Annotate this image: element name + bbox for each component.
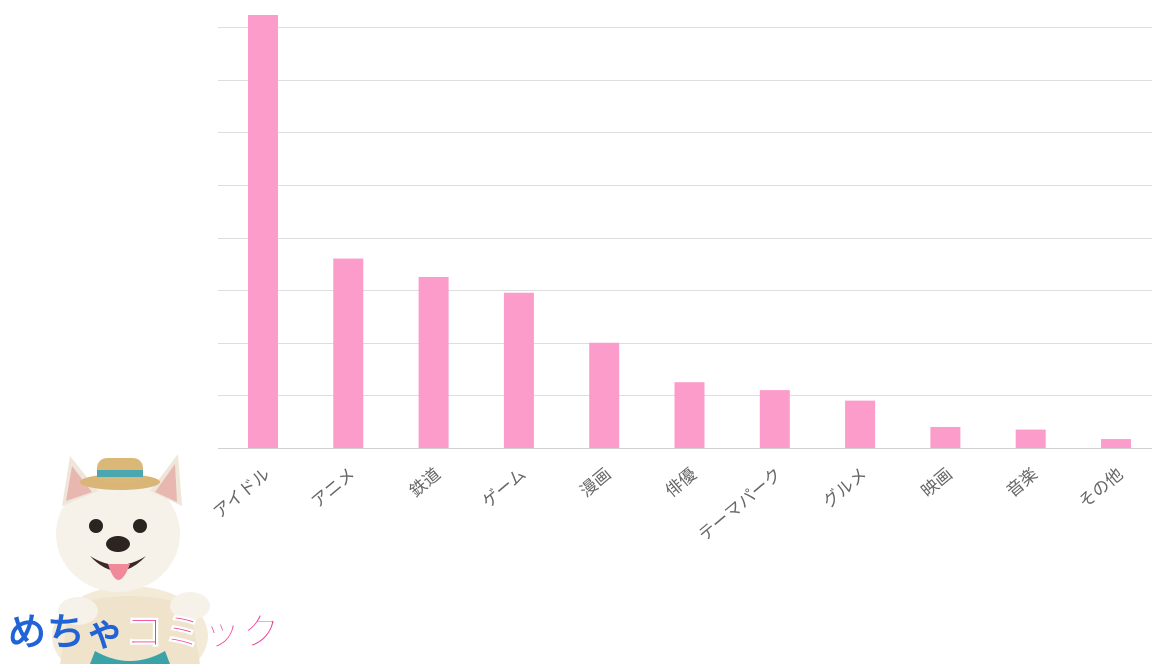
x-tick-label: テーマパーク xyxy=(695,465,786,546)
brand-logo: めちゃコミック xyxy=(8,610,282,655)
x-tick-label: 映画 xyxy=(918,465,957,502)
bar-5 xyxy=(589,342,620,448)
bar-9 xyxy=(930,426,961,448)
x-tick-label: 漫画 xyxy=(577,465,616,502)
bar-4 xyxy=(503,292,534,448)
bar-3 xyxy=(418,276,449,448)
x-tick-label: 俳優 xyxy=(662,465,701,502)
logo-text-part2: コミック xyxy=(125,610,282,655)
x-tick-label: グルメ xyxy=(819,465,871,513)
x-tick-label: 鉄道 xyxy=(406,465,445,502)
x-tick-label: アニメ xyxy=(308,465,360,513)
gridlines xyxy=(218,27,1152,449)
x-tick-label: 音楽 xyxy=(1003,465,1042,502)
bars xyxy=(248,15,1131,448)
bar-2 xyxy=(333,258,364,448)
bar-1 xyxy=(248,15,278,448)
bar-7 xyxy=(759,390,790,448)
mascot-dog-image xyxy=(52,454,210,664)
logo-text-part1: めちゃ xyxy=(8,610,126,654)
bar-11 xyxy=(1101,439,1131,448)
bar-10 xyxy=(1015,429,1046,448)
bar-8 xyxy=(845,400,876,448)
bar-6 xyxy=(674,382,705,448)
x-tick-label: その他 xyxy=(1075,465,1127,513)
x-tick-label: ゲーム xyxy=(479,465,531,513)
